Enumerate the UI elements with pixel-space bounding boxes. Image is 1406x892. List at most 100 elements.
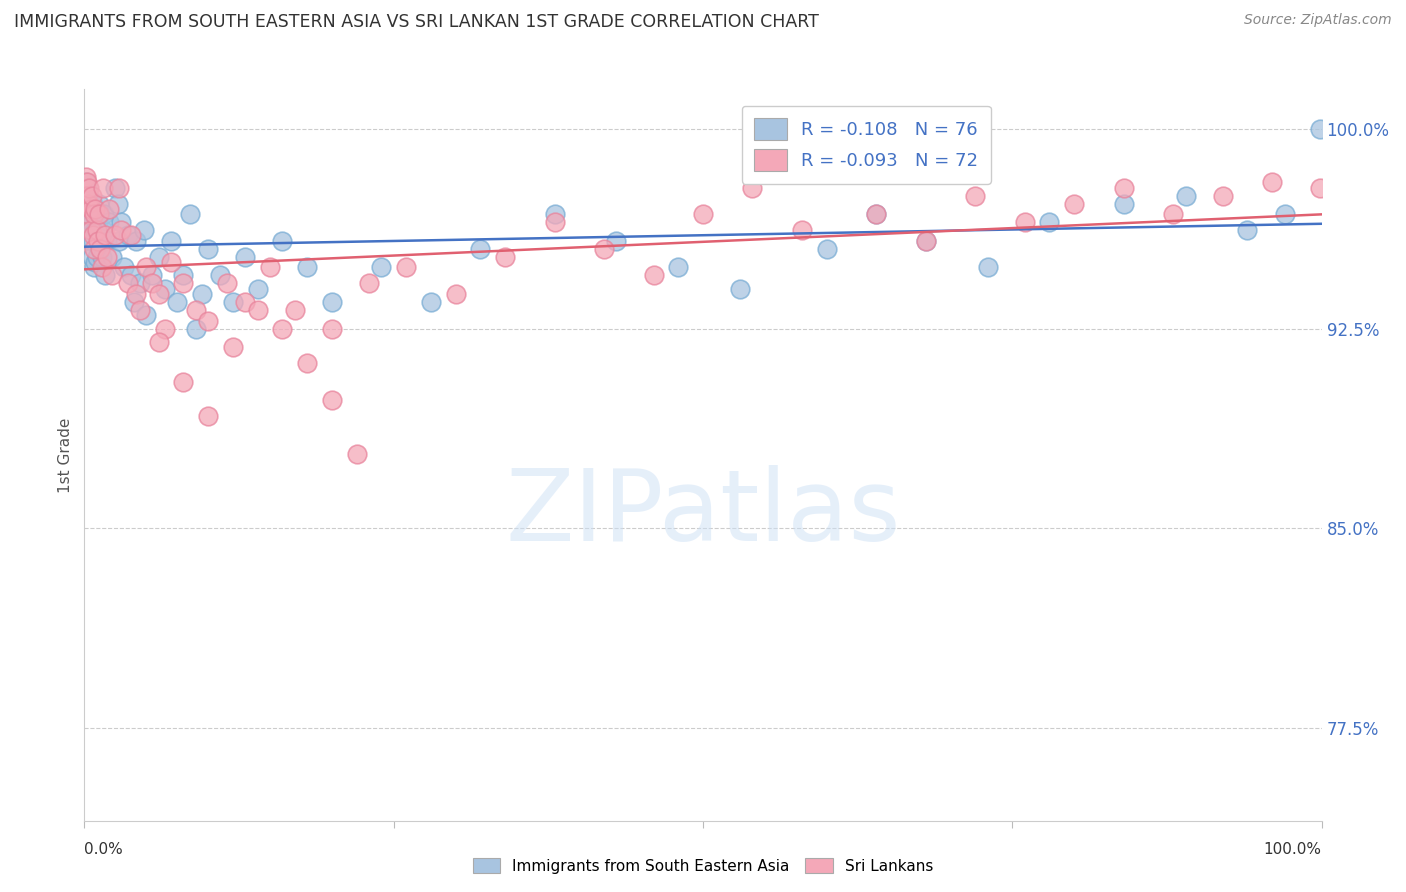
Point <box>233 250 256 264</box>
Point <box>77 207 100 221</box>
Point <box>120 268 142 283</box>
Point <box>914 234 936 248</box>
Point <box>271 234 294 248</box>
Point <box>86 207 108 221</box>
Point <box>284 302 307 317</box>
Point <box>76 175 98 189</box>
Text: ZIPatlas: ZIPatlas <box>505 465 901 562</box>
Point <box>84 255 107 269</box>
Point <box>321 321 343 335</box>
Point <box>172 277 194 291</box>
Point <box>148 250 170 264</box>
Point <box>132 223 155 237</box>
Point <box>83 207 105 221</box>
Point <box>976 260 998 275</box>
Point <box>965 188 987 202</box>
Point <box>89 207 111 221</box>
Point <box>148 334 170 349</box>
Point <box>79 202 101 216</box>
Point <box>346 447 368 461</box>
Point <box>494 250 516 264</box>
Point <box>197 409 219 424</box>
Point <box>94 228 117 243</box>
Point <box>395 260 418 275</box>
Point <box>1212 188 1234 202</box>
Point <box>692 207 714 221</box>
Point <box>1309 122 1331 136</box>
Point <box>153 282 176 296</box>
Point <box>271 321 294 335</box>
Point <box>1174 188 1197 202</box>
Point <box>295 260 318 275</box>
Point <box>135 308 157 322</box>
Point <box>141 277 163 291</box>
Point <box>605 234 627 248</box>
Point <box>141 268 163 283</box>
Point <box>1236 223 1258 237</box>
Point <box>129 302 152 317</box>
Point <box>1038 215 1060 229</box>
Point <box>321 393 343 408</box>
Point <box>295 356 318 370</box>
Point <box>104 180 127 194</box>
Point <box>84 223 107 237</box>
Point <box>370 260 392 275</box>
Point <box>77 218 100 232</box>
Point <box>865 207 887 221</box>
Point <box>75 169 97 184</box>
Point <box>470 242 492 256</box>
Point <box>1161 207 1184 221</box>
Point <box>160 234 183 248</box>
Point <box>77 207 100 221</box>
Point <box>80 188 103 202</box>
Point <box>419 295 441 310</box>
Point <box>135 260 157 275</box>
Point <box>222 295 245 310</box>
Text: Source: ZipAtlas.com: Source: ZipAtlas.com <box>1244 13 1392 28</box>
Point <box>179 207 201 221</box>
Point <box>86 223 108 237</box>
Point <box>233 295 256 310</box>
Point <box>125 287 148 301</box>
Point <box>120 228 142 243</box>
Point <box>259 260 281 275</box>
Point <box>129 277 152 291</box>
Legend: R = -0.108   N = 76, R = -0.093   N = 72: R = -0.108 N = 76, R = -0.093 N = 72 <box>742 105 991 184</box>
Point <box>90 250 112 264</box>
Point <box>82 234 104 248</box>
Point <box>96 234 118 248</box>
Point <box>87 234 110 248</box>
Point <box>91 180 114 194</box>
Point <box>209 268 232 283</box>
Point <box>865 207 887 221</box>
Point <box>79 180 101 194</box>
Point <box>815 242 838 256</box>
Point <box>86 250 108 264</box>
Point <box>543 215 565 229</box>
Point <box>80 215 103 229</box>
Point <box>83 207 105 221</box>
Point <box>112 260 135 275</box>
Point <box>76 180 98 194</box>
Point <box>172 268 194 283</box>
Point <box>172 375 194 389</box>
Point <box>83 260 105 275</box>
Point <box>914 234 936 248</box>
Point <box>79 223 101 237</box>
Point <box>148 287 170 301</box>
Point <box>84 202 107 216</box>
Point <box>89 242 111 256</box>
Point <box>110 223 132 237</box>
Point <box>1112 180 1135 194</box>
Text: 0.0%: 0.0% <box>84 842 124 857</box>
Point <box>79 223 101 237</box>
Point <box>87 215 110 229</box>
Point <box>79 188 101 202</box>
Point <box>76 188 98 202</box>
Point <box>80 250 103 264</box>
Point <box>94 268 117 283</box>
Point <box>77 196 100 211</box>
Point <box>666 260 689 275</box>
Point <box>246 302 269 317</box>
Point <box>98 202 121 216</box>
